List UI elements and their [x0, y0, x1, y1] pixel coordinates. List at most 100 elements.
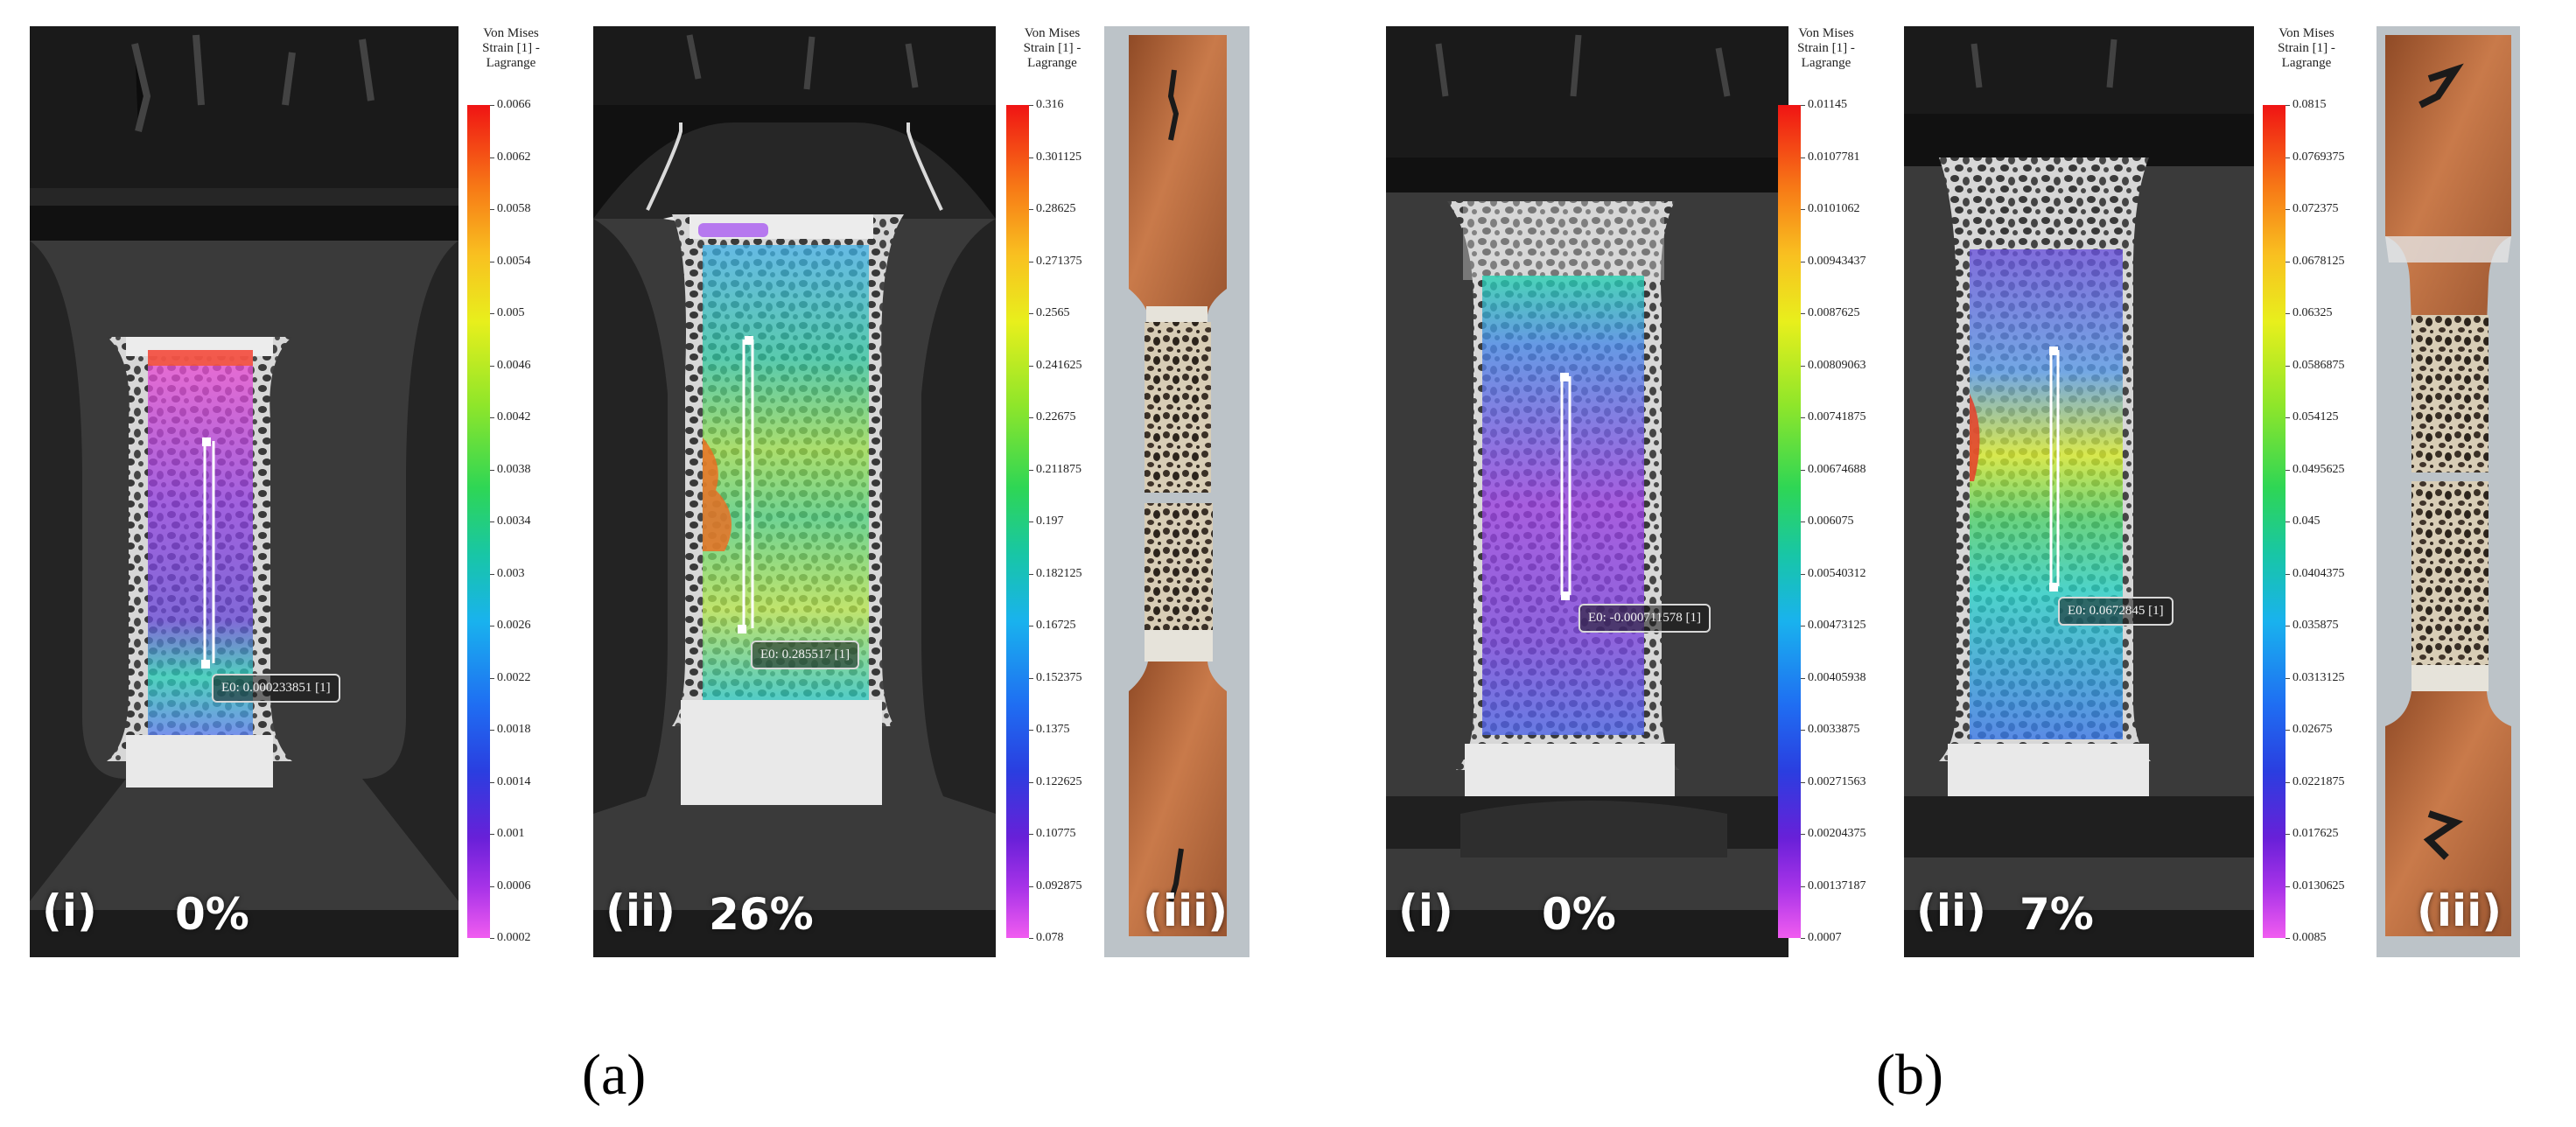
tick-label: 0.00204375 — [1801, 827, 1866, 840]
tick-label: 0.0026 — [490, 619, 531, 632]
panel-tag-a-iii: (iii) — [1143, 886, 1228, 936]
tick-label: 0.054125 — [2286, 410, 2339, 424]
colorbar-strip-a-2 — [1006, 105, 1029, 938]
tick-label: 0.0014 — [490, 774, 531, 788]
tick-label: 0.00540312 — [1801, 566, 1866, 580]
dic-panel-a-ii: E0: 0.285517 [1] (ii) 26% — [593, 26, 996, 957]
tick-label: 0.0066 — [490, 98, 531, 111]
tick-label: 0.0046 — [490, 358, 531, 372]
colorbar-title-a-1: Von Mises Strain [1] - Lagrange — [482, 26, 540, 70]
tick-label: 0.017625 — [2286, 827, 2339, 840]
tick-label: 0.0085 — [2286, 931, 2327, 944]
colorbar-title-b-2: Von Mises Strain [1] - Lagrange — [2278, 26, 2335, 70]
tick-label: 0.00473125 — [1801, 619, 1866, 632]
tick-label: 0.1375 — [1029, 723, 1070, 736]
tick-label: 0.092875 — [1029, 878, 1082, 892]
tick-label: 0.0130625 — [2286, 878, 2345, 892]
colorbar-ticks-a-2: 0.316 0.301125 0.28625 0.271375 0.2565 0… — [1029, 99, 1094, 944]
tick-label: 0.301125 — [1029, 150, 1082, 164]
tick-label: 0.271375 — [1029, 254, 1082, 268]
tick-label: 0.078 — [1029, 931, 1064, 944]
tick-label: 0.0313125 — [2286, 670, 2345, 684]
tick-label: 0.0006 — [490, 878, 531, 892]
tick-label: 0.0678125 — [2286, 254, 2345, 268]
tick-label: 0.28625 — [1029, 202, 1076, 215]
panel-tag-b-i: (i) — [1398, 886, 1453, 936]
tick-label: 0.00943437 — [1801, 254, 1866, 268]
strain-percent-a-i: 0% — [175, 889, 249, 940]
panel-tag-b-ii: (ii) — [1916, 886, 1986, 936]
tick-label: 0.045 — [2286, 514, 2320, 528]
tick-label: 0.003 — [490, 566, 525, 580]
fractured-specimen-photo-a: (iii) — [1104, 26, 1250, 957]
tick-label: 0.0002 — [490, 931, 531, 944]
colorbar-title-a-2: Von Mises Strain [1] - Lagrange — [1023, 26, 1082, 70]
specimen-scan-a-i — [30, 26, 458, 957]
colorbar-ticks-b-1: 0.01145 0.0107781 0.0101062 0.00943437 0… — [1801, 99, 1866, 944]
colorbar-a-2: Von Mises Strain [1] - Lagrange 0.316 0.… — [1006, 26, 1098, 957]
tick-label: 0.0769375 — [2286, 150, 2345, 164]
tick-label: 0.072375 — [2286, 202, 2339, 215]
specimen-scan-b-i — [1386, 26, 1788, 957]
specimen-photo-b-iii — [2376, 26, 2520, 957]
tick-label: 0.00271563 — [1801, 774, 1866, 788]
tick-label: 0.152375 — [1029, 670, 1082, 684]
tick-label: 0.00674688 — [1801, 462, 1866, 476]
tick-label: 0.0087625 — [1801, 306, 1860, 319]
colorbar-strip-b-1 — [1778, 105, 1801, 938]
tick-label: 0.10775 — [1029, 827, 1076, 840]
tick-label: 0.0221875 — [2286, 774, 2345, 788]
tick-label: 0.005 — [490, 306, 525, 319]
tick-label: 0.0034 — [490, 514, 531, 528]
strain-readout-b-ii: E0: 0.0672845 [1] — [2058, 597, 2174, 626]
tick-label: 0.0815 — [2286, 98, 2327, 111]
colorbar-b-1: Von Mises Strain [1] - Lagrange 0.01145 … — [1778, 26, 1874, 957]
tick-label: 0.0022 — [490, 670, 531, 684]
tick-label: 0.0586875 — [2286, 358, 2345, 372]
tick-label: 0.2565 — [1029, 306, 1070, 319]
strain-readout-a-ii: E0: 0.285517 [1] — [751, 640, 860, 669]
tick-label: 0.0007 — [1801, 931, 1842, 944]
colorbar-ticks-b-2: 0.0815 0.0769375 0.072375 0.0678125 0.06… — [2286, 99, 2350, 944]
tick-label: 0.0101062 — [1801, 202, 1860, 215]
tick-label: 0.0107781 — [1801, 150, 1860, 164]
tick-label: 0.00137187 — [1801, 878, 1866, 892]
figure-caption-a: (a) — [582, 1043, 647, 1107]
tick-label: 0.001 — [490, 827, 525, 840]
dic-panel-a-i: E0: 0.000233851 [1] (i) 0% — [30, 26, 458, 957]
tick-label: 0.16725 — [1029, 619, 1076, 632]
figure-caption-b: (b) — [1876, 1043, 1943, 1107]
tick-label: 0.06325 — [2286, 306, 2333, 319]
panel-tag-a-ii: (ii) — [606, 886, 676, 936]
strain-readout-b-i: E0: -0.000711578 [1] — [1578, 604, 1712, 633]
fractured-specimen-photo-b: (iii) — [2376, 26, 2520, 957]
strain-percent-b-ii: 7% — [2020, 889, 2094, 940]
colorbar-ticks-a-1: 0.0066 0.0062 0.0058 0.0054 0.005 0.0046… — [490, 99, 555, 944]
tick-label: 0.02675 — [2286, 723, 2333, 736]
colorbar-b-2: Von Mises Strain [1] - Lagrange 0.0815 0… — [2263, 26, 2350, 957]
tick-label: 0.316 — [1029, 98, 1064, 111]
colorbar-a-1: Von Mises Strain [1] - Lagrange 0.0066 0… — [467, 26, 555, 957]
tick-label: 0.035875 — [2286, 619, 2339, 632]
colorbar-strip-a-1 — [467, 105, 490, 938]
panel-tag-b-iii: (iii) — [2417, 886, 2502, 936]
tick-label: 0.0038 — [490, 462, 531, 476]
tick-label: 0.0054 — [490, 254, 531, 268]
panel-tag-a-i: (i) — [42, 886, 97, 936]
strain-readout-a-i: E0: 0.000233851 [1] — [212, 674, 340, 703]
tick-label: 0.00741875 — [1801, 410, 1866, 424]
tick-label: 0.197 — [1029, 514, 1064, 528]
specimen-photo-a-iii — [1104, 26, 1250, 957]
colorbar-title-b-1: Von Mises Strain [1] - Lagrange — [1797, 26, 1855, 70]
tick-label: 0.0404375 — [2286, 566, 2345, 580]
tick-label: 0.0018 — [490, 723, 531, 736]
specimen-scan-b-ii — [1904, 26, 2254, 957]
dic-panel-b-i: E0: -0.000711578 [1] (i) 0% — [1386, 26, 1788, 957]
tick-label: 0.22675 — [1029, 410, 1076, 424]
tick-label: 0.0495625 — [2286, 462, 2345, 476]
strain-percent-b-i: 0% — [1542, 889, 1616, 940]
tick-label: 0.0033875 — [1801, 723, 1860, 736]
dic-panel-b-ii: E0: 0.0672845 [1] (ii) 7% — [1904, 26, 2254, 957]
tick-label: 0.01145 — [1801, 98, 1847, 111]
strain-percent-a-ii: 26% — [709, 889, 814, 940]
